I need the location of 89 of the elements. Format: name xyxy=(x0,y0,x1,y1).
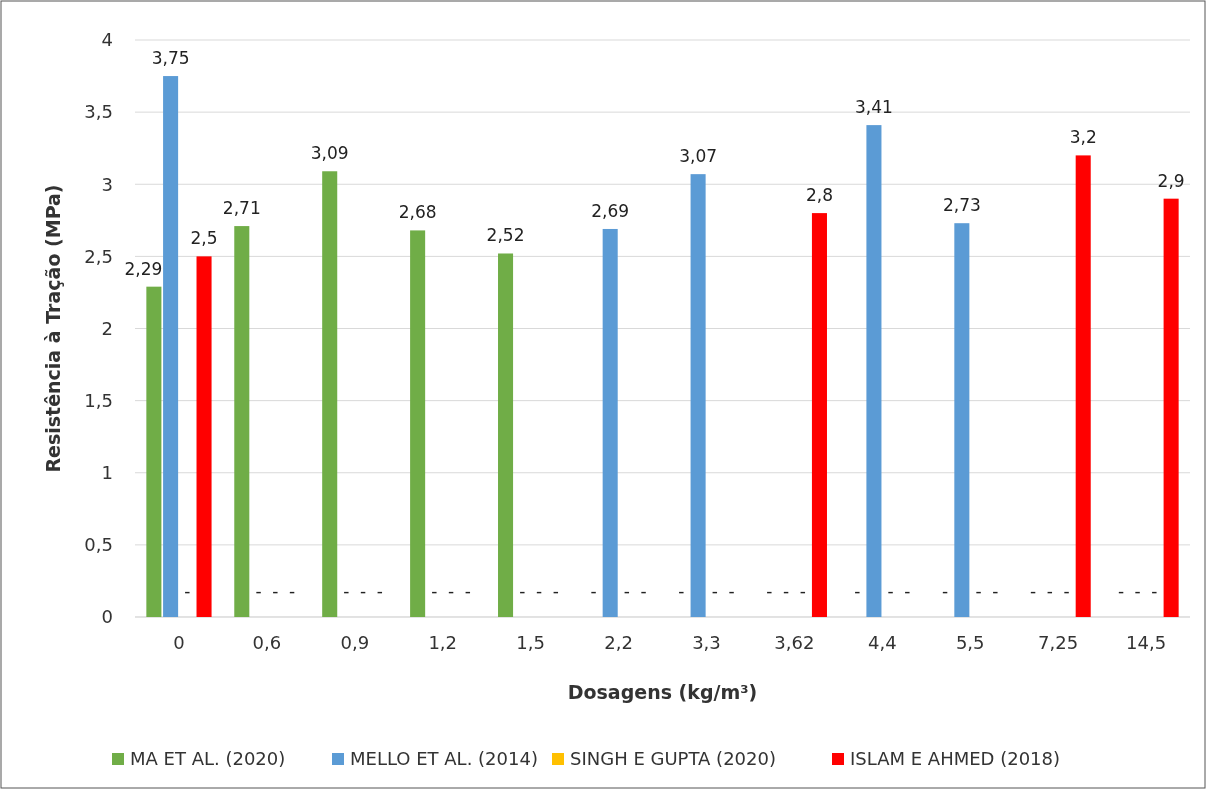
text: - xyxy=(288,581,296,601)
text: - xyxy=(1063,581,1070,601)
text: - xyxy=(464,581,471,601)
text: - xyxy=(766,581,773,601)
y-tick-label: 0 xyxy=(101,606,113,628)
data-label: 2,29 xyxy=(124,258,163,279)
x-tick-label: 3,62 xyxy=(774,632,815,653)
text: - xyxy=(887,581,894,601)
y-tick-label: 4 xyxy=(101,29,113,51)
data-label: 2,68 xyxy=(398,202,437,223)
legend-label: MA ET AL. (2020) xyxy=(130,748,286,770)
data-label: 3,75 xyxy=(151,48,190,69)
text: - xyxy=(184,581,191,601)
y-axis-title: Resistência à Tração (MPa) xyxy=(42,184,64,473)
text: - xyxy=(992,581,999,601)
x-tick-label: 4,4 xyxy=(867,632,897,653)
y-tick-label: 2 xyxy=(101,317,113,339)
x-tick-label: 0,6 xyxy=(252,632,282,653)
data-label: 2,73 xyxy=(942,195,981,216)
y-tick-label: 1 xyxy=(101,462,113,484)
text: - xyxy=(678,581,685,601)
x-tick-label: 5,5 xyxy=(955,632,985,653)
data-label: 3,41 xyxy=(855,97,893,118)
legend-label: MELLO ET AL. (2014) xyxy=(350,748,538,770)
text: - xyxy=(343,581,350,601)
text: - xyxy=(728,581,735,601)
legend-label: SINGH E GUPTA (2020) xyxy=(570,748,776,770)
text: - xyxy=(590,581,597,601)
x-tick-label: 0 xyxy=(173,632,185,653)
data-label: 2,8 xyxy=(805,185,833,206)
text: - xyxy=(623,581,630,601)
y-tick-label: 3,5 xyxy=(84,101,113,123)
text: - xyxy=(519,581,526,601)
text: - xyxy=(431,581,438,601)
text: - xyxy=(640,581,647,601)
x-tick-label: 14,5 xyxy=(1126,632,1167,653)
data-label: 2,69 xyxy=(591,200,630,221)
x-tick-label: 3,3 xyxy=(692,632,721,653)
data-label: 3,07 xyxy=(679,146,718,167)
legend-label: ISLAM E AHMED (2018) xyxy=(850,748,1061,770)
text: - xyxy=(1029,581,1037,601)
text: - xyxy=(942,581,949,601)
text: - xyxy=(255,581,262,601)
y-tick-label: 3 xyxy=(101,173,113,195)
bar xyxy=(498,253,514,617)
x-tick-label: 2,2 xyxy=(604,632,633,653)
data-label: 2,5 xyxy=(190,228,218,249)
bar xyxy=(163,76,179,617)
y-tick-label: 2,5 xyxy=(84,245,113,267)
text: - xyxy=(1046,581,1053,601)
text: - xyxy=(854,581,861,601)
bar xyxy=(690,174,706,617)
bar xyxy=(954,223,970,617)
x-axis-title: Dosagens (kg/m³) xyxy=(567,681,758,703)
text: - xyxy=(782,581,790,601)
text: - xyxy=(711,581,718,601)
x-tick-label: 7,25 xyxy=(1038,632,1079,653)
text: - xyxy=(1151,581,1158,601)
text: - xyxy=(360,581,367,601)
bar xyxy=(602,228,618,617)
bar xyxy=(322,171,338,617)
data-label: 2,71 xyxy=(222,198,261,219)
text: - xyxy=(376,581,383,601)
bar xyxy=(234,226,250,617)
text: - xyxy=(975,581,982,601)
x-tick-label: 0,9 xyxy=(340,632,370,653)
bar xyxy=(410,230,426,617)
bar xyxy=(1075,155,1091,617)
data-label: 2,9 xyxy=(1157,170,1185,191)
text: - xyxy=(448,581,455,601)
text: - xyxy=(552,581,559,601)
data-label: 2,52 xyxy=(486,225,525,246)
bar xyxy=(866,125,882,617)
y-tick-label: 1,5 xyxy=(84,389,113,411)
bar xyxy=(1163,198,1179,617)
bar xyxy=(146,286,162,617)
text: - xyxy=(535,581,543,601)
y-tick-label: 0,5 xyxy=(84,534,113,556)
bar xyxy=(811,213,827,617)
text: - xyxy=(1134,581,1141,601)
bar xyxy=(196,256,212,617)
text: - xyxy=(272,581,279,601)
x-tick-label: 1,2 xyxy=(428,632,458,653)
text: - xyxy=(904,581,911,601)
x-tick-label: 1,5 xyxy=(516,632,545,653)
text: - xyxy=(799,581,806,601)
data-label: 3,09 xyxy=(310,143,349,164)
data-label: 3,2 xyxy=(1069,127,1097,148)
text: - xyxy=(1117,581,1125,601)
